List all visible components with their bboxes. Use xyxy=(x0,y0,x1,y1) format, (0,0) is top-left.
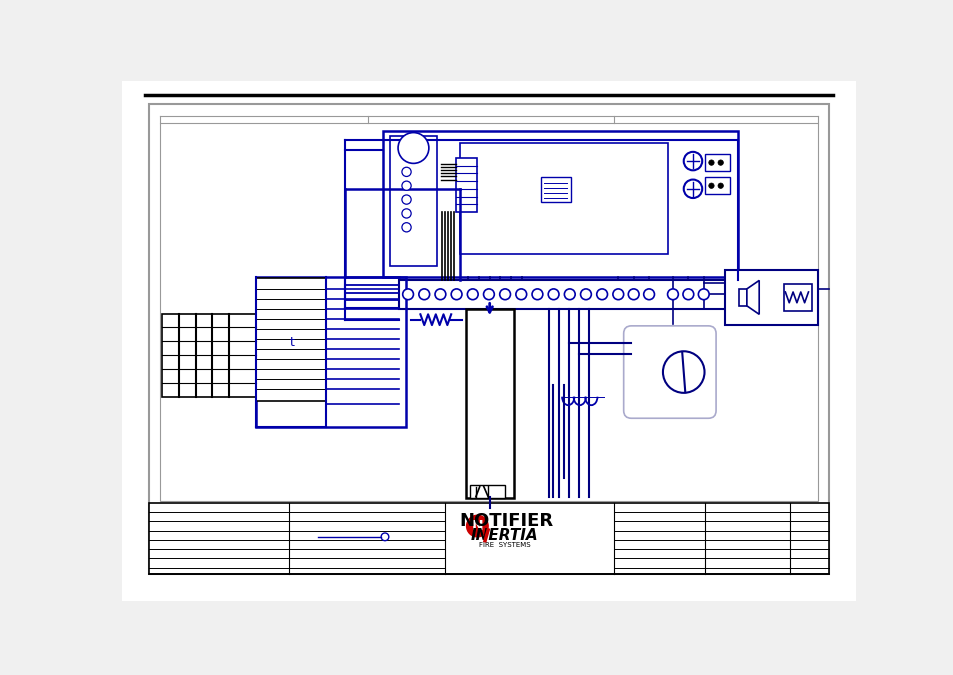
Circle shape xyxy=(467,289,477,300)
Bar xyxy=(469,485,504,497)
Text: INERTIA: INERTIA xyxy=(470,528,537,543)
Bar xyxy=(398,279,744,309)
Circle shape xyxy=(418,289,429,300)
Bar xyxy=(704,178,729,194)
Circle shape xyxy=(402,289,413,300)
Circle shape xyxy=(662,351,703,393)
Circle shape xyxy=(580,289,591,300)
Circle shape xyxy=(718,160,722,165)
Circle shape xyxy=(596,289,607,300)
Text: N: N xyxy=(471,519,482,533)
Bar xyxy=(149,503,828,574)
Circle shape xyxy=(708,183,714,188)
Circle shape xyxy=(451,289,461,300)
Circle shape xyxy=(682,289,693,300)
Bar xyxy=(161,314,255,397)
Bar xyxy=(255,278,326,402)
Circle shape xyxy=(683,180,701,198)
Circle shape xyxy=(401,181,411,190)
Circle shape xyxy=(483,289,494,300)
Circle shape xyxy=(628,289,639,300)
Circle shape xyxy=(499,289,510,300)
Circle shape xyxy=(718,183,722,188)
FancyBboxPatch shape xyxy=(623,326,716,418)
Bar xyxy=(724,269,817,325)
Circle shape xyxy=(401,195,411,205)
Circle shape xyxy=(401,209,411,218)
Circle shape xyxy=(532,289,542,300)
Bar xyxy=(383,131,737,277)
Text: FIRE  SYSTEMS: FIRE SYSTEMS xyxy=(478,541,530,547)
Circle shape xyxy=(466,515,488,537)
Bar xyxy=(540,178,570,202)
Circle shape xyxy=(397,132,429,163)
Circle shape xyxy=(401,223,411,232)
Bar xyxy=(460,142,668,254)
Circle shape xyxy=(435,289,445,300)
Circle shape xyxy=(708,160,714,165)
Text: t: t xyxy=(290,336,294,349)
Circle shape xyxy=(698,289,708,300)
Circle shape xyxy=(548,289,558,300)
Circle shape xyxy=(683,152,701,170)
Bar xyxy=(255,277,405,427)
Circle shape xyxy=(401,167,411,176)
Bar xyxy=(456,158,476,212)
Circle shape xyxy=(381,533,389,541)
Circle shape xyxy=(612,289,623,300)
Polygon shape xyxy=(746,280,759,315)
Bar xyxy=(704,154,729,171)
Circle shape xyxy=(564,289,575,300)
Circle shape xyxy=(667,289,678,300)
Circle shape xyxy=(643,289,654,300)
Bar xyxy=(389,136,436,266)
Text: NOTIFIER: NOTIFIER xyxy=(459,512,553,531)
Circle shape xyxy=(516,289,526,300)
Bar xyxy=(783,284,811,311)
Bar xyxy=(739,289,746,306)
Bar xyxy=(465,309,513,497)
Bar xyxy=(160,124,817,501)
